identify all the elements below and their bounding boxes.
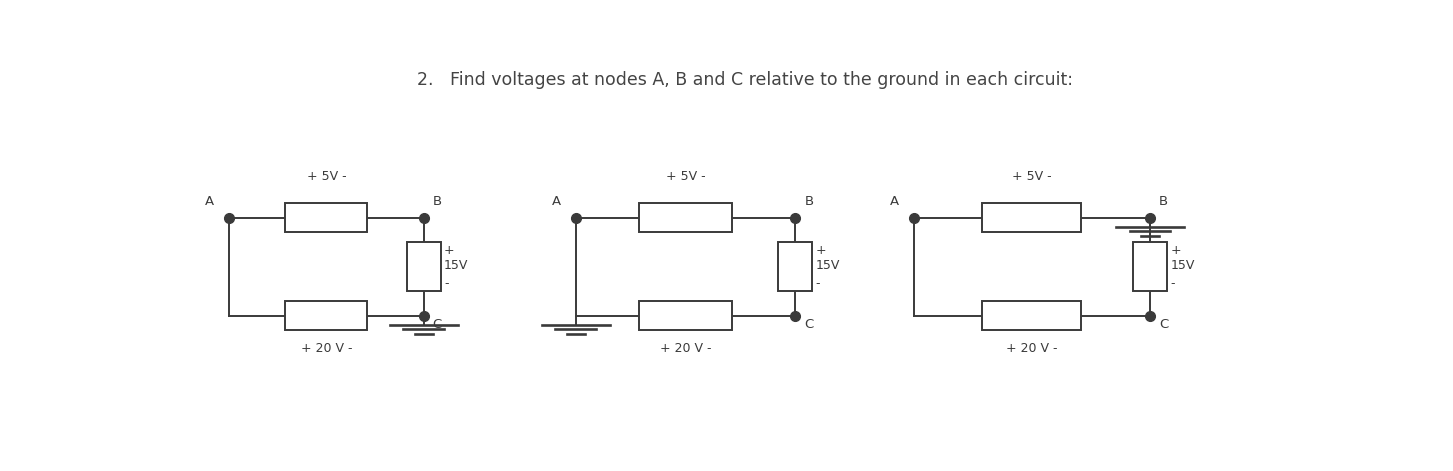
Text: -: - bbox=[1170, 276, 1175, 290]
Text: + 5V -: + 5V - bbox=[1011, 170, 1052, 183]
Bar bbox=[285, 301, 368, 330]
Text: 15V: 15V bbox=[815, 259, 840, 272]
Text: B: B bbox=[805, 195, 814, 208]
Text: C: C bbox=[805, 317, 814, 331]
Text: + 20 V -: + 20 V - bbox=[1005, 342, 1058, 355]
Bar bbox=[285, 203, 368, 232]
Bar bbox=[639, 301, 732, 330]
Bar bbox=[982, 301, 1081, 330]
Text: C: C bbox=[433, 317, 442, 331]
Text: B: B bbox=[433, 195, 442, 208]
Text: -: - bbox=[445, 276, 449, 290]
Bar bbox=[982, 203, 1081, 232]
Text: 2.   Find voltages at nodes A, B and C relative to the ground in each circuit:: 2. Find voltages at nodes A, B and C rel… bbox=[417, 71, 1072, 89]
Bar bbox=[407, 243, 440, 292]
Text: + 20 V -: + 20 V - bbox=[301, 342, 352, 355]
Text: A: A bbox=[889, 195, 899, 208]
Bar bbox=[1133, 243, 1167, 292]
Text: +: + bbox=[815, 244, 827, 257]
Text: 15V: 15V bbox=[1170, 259, 1194, 272]
Text: B: B bbox=[1159, 195, 1168, 208]
Text: + 20 V -: + 20 V - bbox=[660, 342, 712, 355]
Bar bbox=[639, 203, 732, 232]
Text: A: A bbox=[205, 195, 214, 208]
Text: + 5V -: + 5V - bbox=[307, 170, 346, 183]
Text: +: + bbox=[1170, 244, 1181, 257]
Text: 15V: 15V bbox=[445, 259, 468, 272]
Text: A: A bbox=[552, 195, 561, 208]
Text: + 5V -: + 5V - bbox=[665, 170, 705, 183]
Text: C: C bbox=[1159, 317, 1168, 331]
Text: +: + bbox=[445, 244, 455, 257]
Text: -: - bbox=[815, 276, 819, 290]
Bar bbox=[779, 243, 812, 292]
